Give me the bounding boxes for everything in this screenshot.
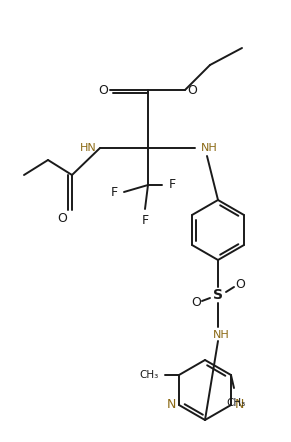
Text: NH: NH <box>213 330 229 340</box>
Text: CH₃: CH₃ <box>226 398 246 408</box>
Text: NH: NH <box>201 143 218 153</box>
Text: F: F <box>111 186 118 198</box>
Text: O: O <box>191 297 201 309</box>
Text: O: O <box>98 84 108 96</box>
Text: N: N <box>234 399 244 412</box>
Text: O: O <box>235 278 245 292</box>
Text: CH₃: CH₃ <box>140 370 159 380</box>
Text: HN: HN <box>80 143 97 153</box>
Text: F: F <box>141 214 149 228</box>
Text: O: O <box>187 84 197 96</box>
Text: F: F <box>168 179 175 191</box>
Text: N: N <box>166 399 176 412</box>
Text: S: S <box>213 288 223 302</box>
Text: O: O <box>57 212 67 225</box>
